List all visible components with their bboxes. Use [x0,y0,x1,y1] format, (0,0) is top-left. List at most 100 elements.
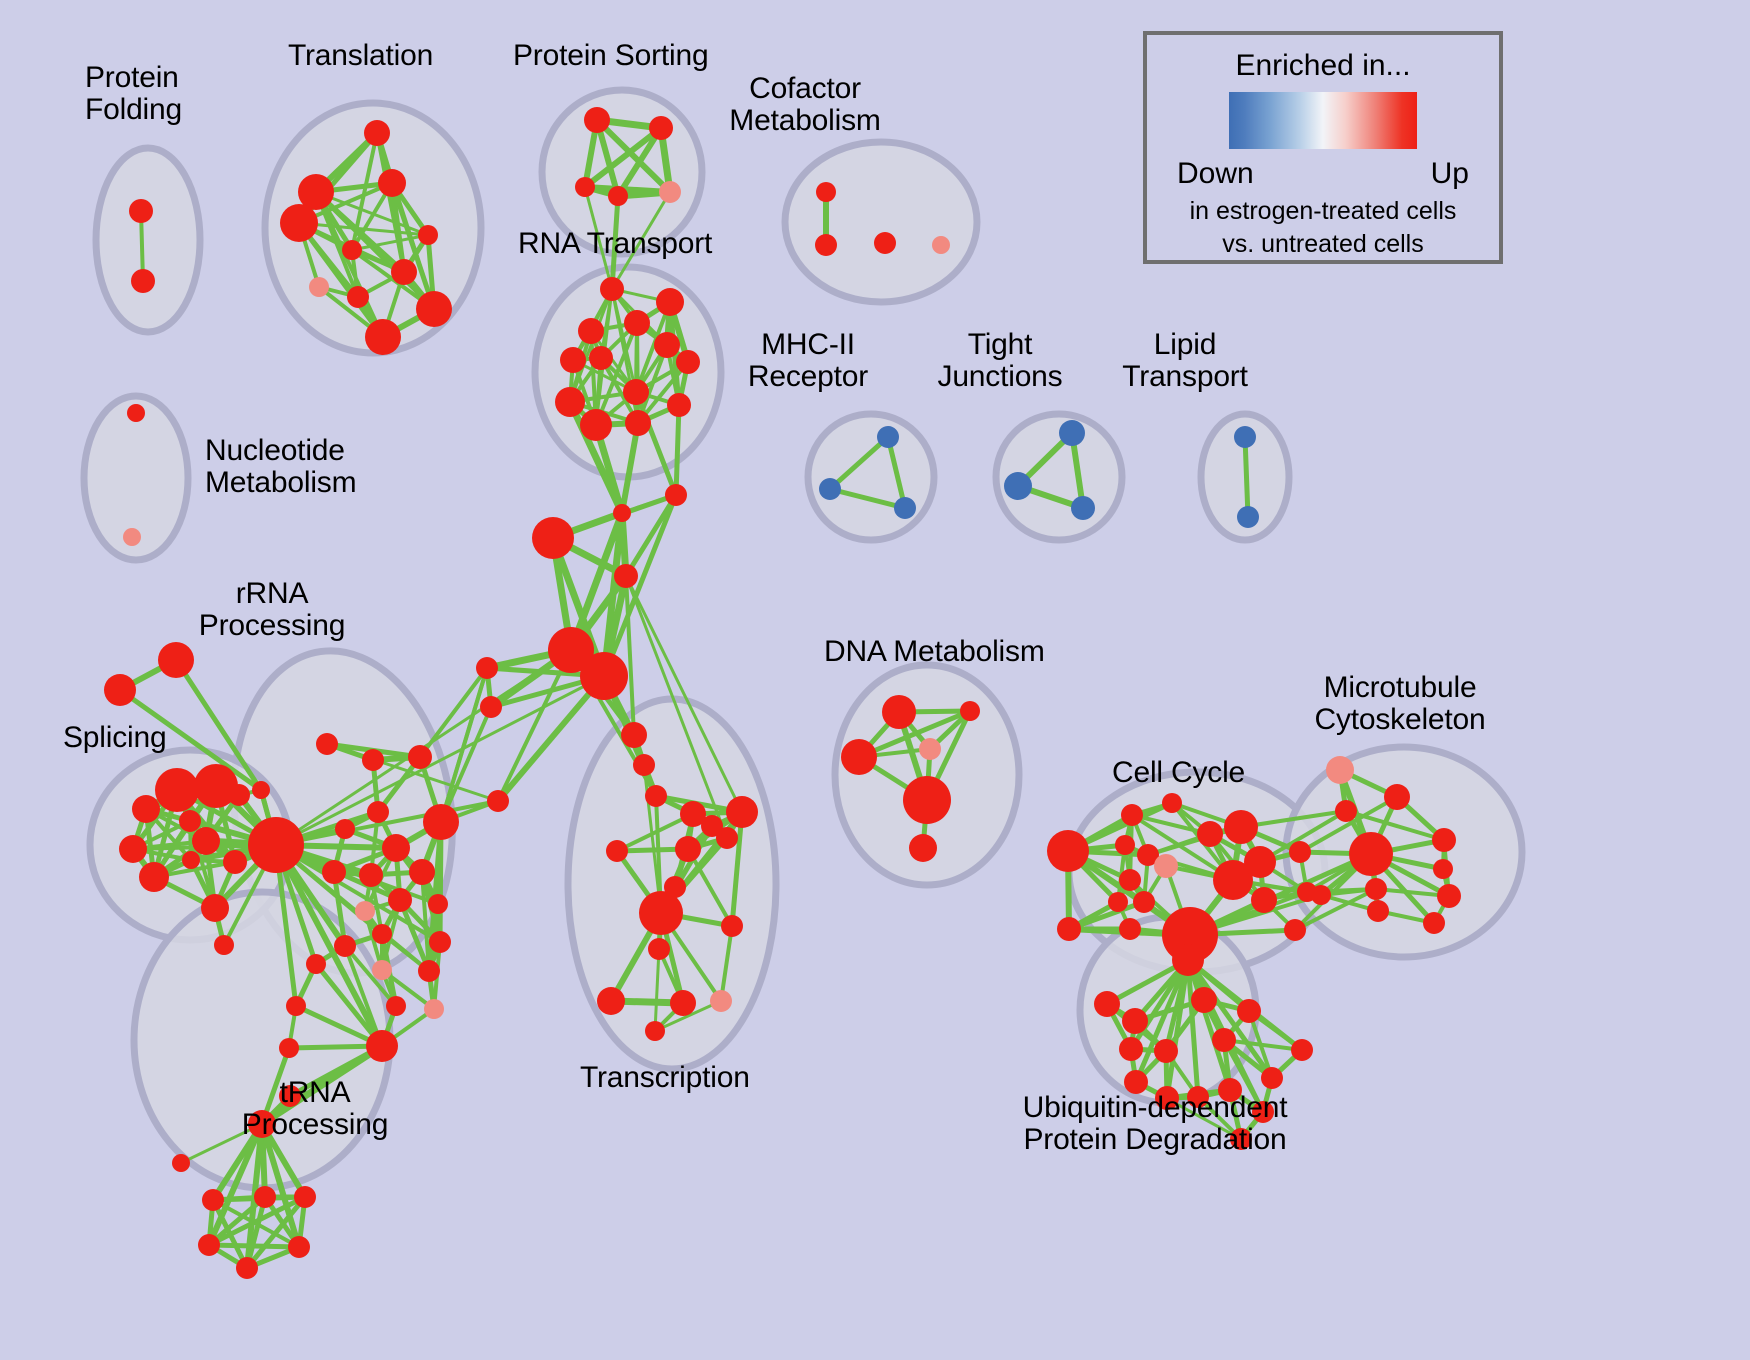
network-node[interactable] [372,924,392,944]
network-node[interactable] [680,801,706,827]
network-node[interactable] [155,768,199,812]
network-node[interactable] [1218,1078,1242,1102]
network-node[interactable] [1119,918,1141,940]
network-node[interactable] [932,236,950,254]
network-node[interactable] [429,931,451,953]
network-node[interactable] [648,938,670,960]
network-node[interactable] [1071,496,1095,520]
network-node[interactable] [676,350,700,374]
network-node[interactable] [1119,1037,1143,1061]
network-node[interactable] [223,850,247,874]
network-node[interactable] [580,652,628,700]
network-node[interactable] [659,181,681,203]
network-node[interactable] [639,891,683,935]
network-node[interactable] [372,960,392,980]
network-node[interactable] [1197,821,1223,847]
network-node[interactable] [418,225,438,245]
network-node[interactable] [367,801,389,823]
network-node[interactable] [362,749,384,771]
network-node[interactable] [882,695,916,729]
network-node[interactable] [1057,917,1081,941]
network-node[interactable] [248,1110,276,1138]
network-node[interactable] [1349,832,1393,876]
network-node[interactable] [841,739,877,775]
network-node[interactable] [1162,907,1218,963]
network-node[interactable] [597,987,625,1015]
network-node[interactable] [726,796,758,828]
network-node[interactable] [560,347,586,373]
network-node[interactable] [555,387,585,417]
network-node[interactable] [298,174,334,210]
network-node[interactable] [131,269,155,293]
network-node[interactable] [409,859,435,885]
network-node[interactable] [1367,900,1389,922]
network-node[interactable] [423,804,459,840]
network-node[interactable] [614,564,638,588]
network-node[interactable] [382,834,410,862]
network-node[interactable] [316,733,338,755]
network-node[interactable] [288,1236,310,1258]
network-node[interactable] [1335,800,1357,822]
network-node[interactable] [532,517,574,559]
network-node[interactable] [123,528,141,546]
network-node[interactable] [1252,1101,1274,1123]
network-node[interactable] [701,815,723,837]
network-node[interactable] [1212,1028,1236,1052]
network-node[interactable] [201,894,229,922]
network-node[interactable] [645,785,667,807]
network-node[interactable] [1365,878,1387,900]
network-node[interactable] [391,259,417,285]
network-node[interactable] [1437,884,1461,908]
network-node[interactable] [416,291,452,327]
network-node[interactable] [1187,1086,1209,1108]
network-node[interactable] [236,1257,258,1279]
network-node[interactable] [202,1189,224,1211]
network-node[interactable] [613,504,631,522]
network-node[interactable] [386,996,406,1016]
network-node[interactable] [252,781,270,799]
network-node[interactable] [649,116,673,140]
network-node[interactable] [1133,891,1155,913]
network-node[interactable] [1108,892,1128,912]
network-node[interactable] [675,836,701,862]
network-node[interactable] [721,915,743,937]
network-node[interactable] [129,199,153,223]
network-node[interactable] [280,204,318,242]
network-node[interactable] [919,738,941,760]
network-node[interactable] [621,722,647,748]
network-node[interactable] [309,277,329,297]
network-node[interactable] [1291,1039,1313,1061]
network-node[interactable] [179,810,201,832]
network-node[interactable] [656,288,684,316]
network-node[interactable] [347,286,369,308]
network-node[interactable] [378,169,406,197]
network-node[interactable] [815,234,837,256]
network-node[interactable] [625,410,651,436]
network-node[interactable] [1124,1070,1148,1094]
network-node[interactable] [578,318,604,344]
network-node[interactable] [127,404,145,422]
network-node[interactable] [710,990,732,1012]
network-node[interactable] [1094,991,1120,1017]
network-node[interactable] [716,827,738,849]
network-node[interactable] [1004,472,1032,500]
network-node[interactable] [606,840,628,862]
network-node[interactable] [1119,869,1141,891]
network-node[interactable] [214,935,234,955]
network-node[interactable] [1121,804,1143,826]
network-node[interactable] [1172,944,1204,976]
network-node[interactable] [1115,835,1135,855]
network-node[interactable] [589,346,613,370]
network-node[interactable] [139,862,169,892]
network-node[interactable] [877,426,899,448]
network-node[interactable] [667,393,691,417]
network-node[interactable] [1059,420,1085,446]
network-node[interactable] [194,764,238,808]
network-node[interactable] [254,1186,276,1208]
network-node[interactable] [119,835,147,863]
network-node[interactable] [334,935,356,957]
network-node[interactable] [418,960,440,982]
network-node[interactable] [608,186,628,206]
network-node[interactable] [584,107,610,133]
network-node[interactable] [335,819,355,839]
